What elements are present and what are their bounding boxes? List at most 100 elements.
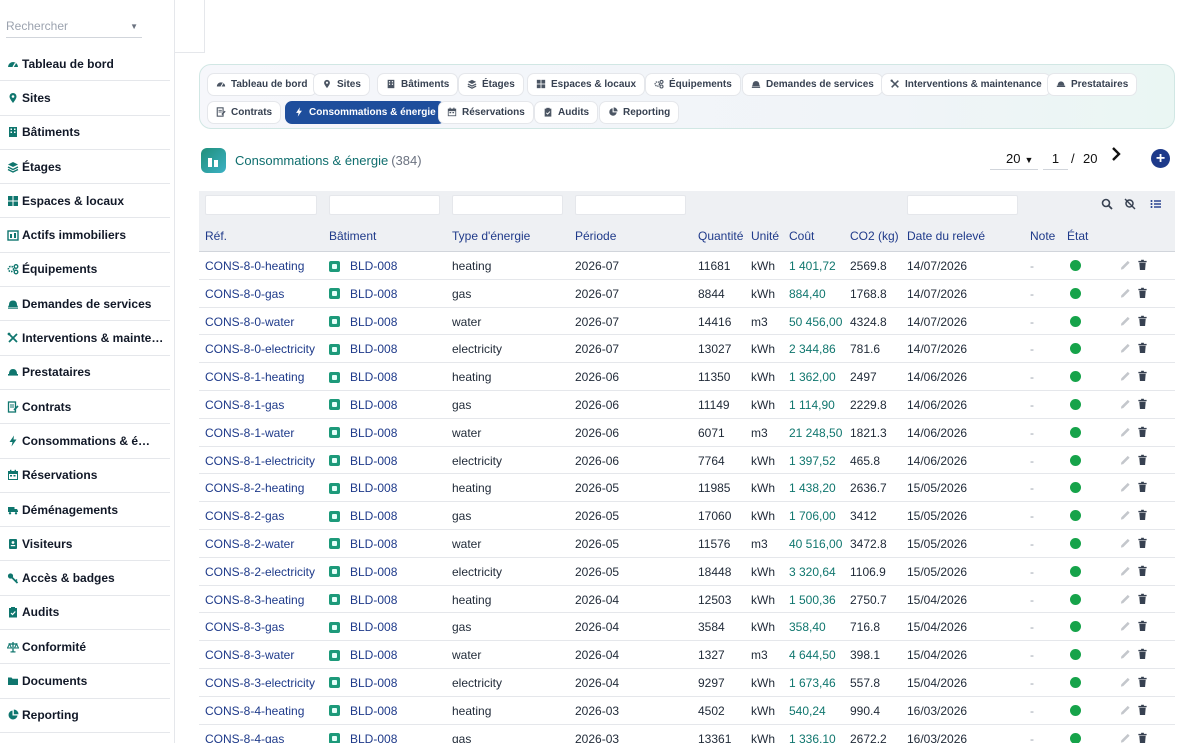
table-row[interactable]: CONS-8-3-electricity BLD-008 electricity 20… [199, 669, 1175, 697]
trash-icon[interactable] [1137, 620, 1148, 632]
module-tab[interactable]: Bâtiments [377, 73, 459, 96]
table-row[interactable]: CONS-8-1-water BLD-008 water 2026-06 6071 m3 2… [199, 419, 1175, 447]
edit-icon[interactable] [1120, 509, 1131, 521]
table-row[interactable]: CONS-8-2-heating BLD-008 heating 2026-05 119… [199, 474, 1175, 503]
module-tab[interactable]: Contrats [207, 101, 282, 124]
edit-icon[interactable] [1120, 704, 1131, 716]
sidebar-item[interactable]: Contrats [0, 390, 170, 425]
sidebar-item[interactable]: Tableau de bord [0, 47, 170, 82]
trash-icon[interactable] [1137, 676, 1148, 688]
search-box[interactable]: ▼ [6, 14, 142, 38]
edit-icon[interactable] [1120, 593, 1131, 605]
sidebar-item[interactable]: Espaces & locaux [0, 184, 170, 219]
cell-ref-link[interactable]: CONS-8-1-heating [205, 370, 305, 385]
sidebar-item[interactable]: Prestataires [0, 356, 170, 390]
table-row[interactable]: CONS-8-2-water BLD-008 water 2026-05 11576 m3… [199, 530, 1175, 558]
edit-icon[interactable] [1120, 620, 1131, 632]
cell-ref-link[interactable]: CONS-8-1-electricity [205, 453, 316, 468]
cell-ref-link[interactable]: CONS-8-4-heating [205, 703, 305, 718]
trash-icon[interactable] [1137, 259, 1148, 271]
list-view-icon[interactable] [1149, 197, 1163, 211]
building-link[interactable]: BLD-008 [329, 342, 397, 356]
table-row[interactable]: CONS-8-0-gas BLD-008 gas 2026-07 8844 kWh 884,… [199, 280, 1175, 308]
edit-icon[interactable] [1120, 426, 1131, 438]
trash-icon[interactable] [1137, 537, 1148, 549]
edit-icon[interactable] [1120, 732, 1131, 743]
building-link[interactable]: BLD-008 [329, 593, 397, 607]
sidebar-item[interactable]: Documents [0, 664, 170, 699]
table-row[interactable]: CONS-8-1-gas BLD-008 gas 2026-06 11149 kWh 1 1… [199, 391, 1175, 419]
trash-icon[interactable] [1137, 509, 1148, 521]
cell-ref-link[interactable]: CONS-8-1-water [205, 425, 295, 440]
trash-icon[interactable] [1137, 648, 1148, 660]
cell-ref-link[interactable]: CONS-8-1-gas [205, 397, 285, 412]
sidebar-item[interactable]: Reporting [0, 699, 170, 733]
building-link[interactable]: BLD-008 [329, 565, 397, 579]
module-tab[interactable]: Demandes de services [742, 73, 883, 96]
cell-ref-link[interactable]: CONS-8-0-water [205, 314, 295, 329]
building-link[interactable]: BLD-008 [329, 426, 397, 440]
sidebar-item[interactable]: Déménagements [0, 493, 170, 528]
column-header[interactable]: État [1067, 229, 1089, 243]
column-header[interactable]: Type d'énergie [452, 229, 531, 243]
filter-ref-input[interactable] [205, 195, 317, 215]
module-tab[interactable]: Audits [534, 101, 599, 124]
cell-ref-link[interactable]: CONS-8-4-gas [205, 731, 285, 743]
edit-icon[interactable] [1120, 259, 1131, 271]
trash-icon[interactable] [1137, 704, 1148, 716]
edit-icon[interactable] [1120, 537, 1131, 549]
cell-ref-link[interactable]: CONS-8-2-electricity [205, 564, 316, 579]
filter-energy-type-input[interactable] [452, 195, 563, 215]
trash-icon[interactable] [1137, 481, 1148, 493]
module-tab[interactable]: Sites [313, 73, 370, 96]
cell-ref-link[interactable]: CONS-8-0-heating [205, 259, 305, 273]
trash-icon[interactable] [1137, 287, 1148, 299]
building-link[interactable]: BLD-008 [329, 704, 397, 718]
edit-icon[interactable] [1120, 315, 1131, 327]
table-row[interactable]: CONS-8-4-gas BLD-008 gas 2026-03 13361 kWh 1 3… [199, 725, 1175, 743]
sidebar-item[interactable]: Équipements [0, 253, 170, 288]
trash-icon[interactable] [1137, 426, 1148, 438]
edit-icon[interactable] [1120, 370, 1131, 382]
sidebar-item[interactable]: Sites [0, 81, 170, 116]
module-tab[interactable]: Équipements [645, 73, 741, 96]
building-link[interactable]: BLD-008 [329, 648, 397, 662]
sidebar-item[interactable]: Visiteurs [0, 527, 170, 562]
module-tab[interactable]: Tableau de bord [207, 73, 317, 96]
building-link[interactable]: BLD-008 [329, 676, 397, 690]
module-tab[interactable]: Reporting [599, 101, 680, 124]
table-row[interactable]: CONS-8-2-electricity BLD-008 electricity 20… [199, 558, 1175, 586]
building-link[interactable]: BLD-008 [329, 370, 397, 384]
sidebar-item[interactable]: Interventions & mainten… [0, 321, 170, 356]
trash-icon[interactable] [1137, 315, 1148, 327]
building-link[interactable]: BLD-008 [329, 509, 397, 523]
trash-icon[interactable] [1137, 454, 1148, 466]
page-size-select[interactable]: 20 ▼ [990, 148, 1038, 170]
column-header[interactable]: Réf. [205, 229, 228, 243]
edit-icon[interactable] [1120, 648, 1131, 660]
edit-icon[interactable] [1120, 481, 1131, 493]
building-link[interactable]: BLD-008 [329, 315, 397, 329]
module-tab[interactable]: Consommations & énergie [285, 101, 445, 124]
column-header[interactable]: Note [1030, 229, 1056, 243]
filter-building-input[interactable] [329, 195, 440, 215]
table-row[interactable]: CONS-8-0-heating BLD-008 heating 2026-07 116… [199, 252, 1175, 280]
module-tab[interactable]: Prestataires [1047, 73, 1138, 96]
trash-icon[interactable] [1137, 398, 1148, 410]
sidebar-item[interactable]: Réservations [0, 459, 170, 493]
table-row[interactable]: CONS-8-3-water BLD-008 water 2026-04 1327 m3 4… [199, 641, 1175, 669]
cell-ref-link[interactable]: CONS-8-0-gas [205, 286, 285, 301]
building-link[interactable]: BLD-008 [329, 454, 397, 468]
trash-icon[interactable] [1137, 370, 1148, 382]
column-header[interactable]: Bâtiment [329, 229, 377, 243]
sidebar-item[interactable]: Audits [0, 596, 170, 631]
column-header[interactable]: Coût [789, 229, 815, 243]
add-record-button[interactable]: + [1151, 149, 1170, 168]
building-link[interactable]: BLD-008 [329, 398, 397, 412]
cell-ref-link[interactable]: CONS-8-2-gas [205, 509, 285, 524]
building-link[interactable]: BLD-008 [329, 259, 397, 273]
next-page-icon[interactable] [1111, 147, 1121, 169]
cell-ref-link[interactable]: CONS-8-3-water [205, 648, 295, 663]
edit-icon[interactable] [1120, 287, 1131, 299]
table-row[interactable]: CONS-8-0-electricity BLD-008 electricity 20… [199, 335, 1175, 364]
